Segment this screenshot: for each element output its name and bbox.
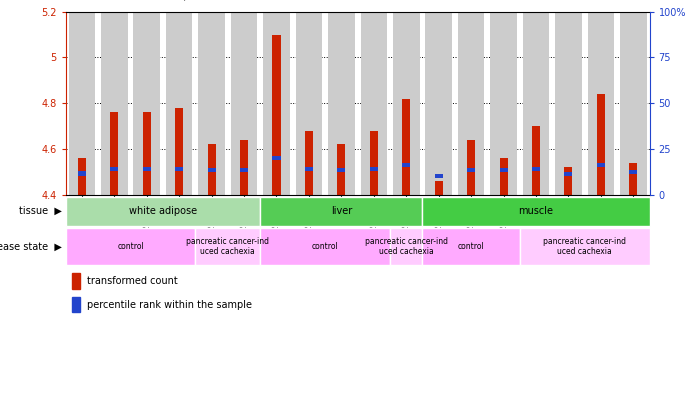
Bar — [467, 167, 475, 172]
Bar — [467, 140, 475, 195]
Text: pancreatic cancer-ind
uced cachexia: pancreatic cancer-ind uced cachexia — [187, 237, 269, 256]
Bar — [231, 12, 257, 195]
Bar — [261, 228, 390, 265]
Bar — [207, 167, 216, 172]
Bar — [175, 108, 183, 195]
Bar — [422, 196, 650, 226]
Bar — [101, 12, 128, 195]
Text: percentile rank within the sample: percentile rank within the sample — [86, 299, 252, 310]
Bar — [402, 99, 410, 195]
Bar — [393, 12, 419, 195]
Bar — [66, 196, 261, 226]
Bar — [620, 12, 647, 195]
Bar — [207, 144, 216, 195]
Bar — [337, 167, 346, 172]
Bar — [72, 297, 80, 312]
Text: liver: liver — [331, 206, 352, 216]
Text: control: control — [312, 242, 339, 251]
Bar — [491, 12, 517, 195]
Text: transformed count: transformed count — [86, 276, 178, 286]
Text: control: control — [117, 242, 144, 251]
Bar — [630, 170, 637, 174]
Bar — [111, 167, 118, 171]
Bar — [500, 167, 508, 172]
Bar — [78, 171, 86, 176]
Bar — [66, 228, 196, 265]
Bar — [522, 12, 549, 195]
Bar — [240, 167, 248, 172]
Bar — [337, 144, 346, 195]
Bar — [532, 167, 540, 171]
Bar — [370, 167, 378, 171]
Bar — [142, 167, 151, 171]
Bar — [68, 12, 95, 195]
Bar — [370, 130, 378, 195]
Bar — [261, 196, 422, 226]
Bar — [390, 228, 422, 265]
Bar — [111, 112, 118, 195]
Bar — [555, 12, 582, 195]
Text: pancreatic cancer-ind
uced cachexia: pancreatic cancer-ind uced cachexia — [543, 237, 626, 256]
Bar — [520, 228, 650, 265]
Bar — [422, 228, 520, 265]
Bar — [565, 167, 573, 195]
Bar — [272, 156, 281, 160]
Bar — [532, 126, 540, 195]
Bar — [630, 163, 637, 195]
Bar — [142, 112, 151, 195]
Bar — [426, 12, 452, 195]
Bar — [328, 12, 354, 195]
Bar — [402, 163, 410, 167]
Bar — [240, 140, 248, 195]
Bar — [305, 130, 313, 195]
Text: white adipose: white adipose — [129, 206, 197, 216]
Bar — [597, 94, 605, 195]
Text: control: control — [457, 242, 484, 251]
Bar — [133, 12, 160, 195]
Bar — [198, 12, 225, 195]
Bar — [597, 163, 605, 167]
Bar — [565, 172, 573, 176]
Bar — [78, 158, 86, 195]
Text: pancreatic cancer-ind
uced cachexia: pancreatic cancer-ind uced cachexia — [365, 237, 448, 256]
Bar — [263, 12, 290, 195]
Text: muscle: muscle — [518, 206, 553, 216]
Bar — [361, 12, 387, 195]
Bar — [175, 167, 183, 171]
Bar — [435, 181, 443, 195]
Bar — [72, 274, 80, 289]
Bar — [305, 167, 313, 171]
Bar — [500, 158, 508, 195]
Bar — [435, 174, 443, 178]
Text: tissue  ▶: tissue ▶ — [19, 206, 62, 216]
Bar — [166, 12, 193, 195]
Bar — [587, 12, 614, 195]
Bar — [196, 228, 261, 265]
Text: disease state  ▶: disease state ▶ — [0, 242, 62, 252]
Bar — [458, 12, 484, 195]
Bar — [272, 35, 281, 195]
Text: GDS4899 / 10455719: GDS4899 / 10455719 — [121, 0, 256, 2]
Bar — [296, 12, 322, 195]
